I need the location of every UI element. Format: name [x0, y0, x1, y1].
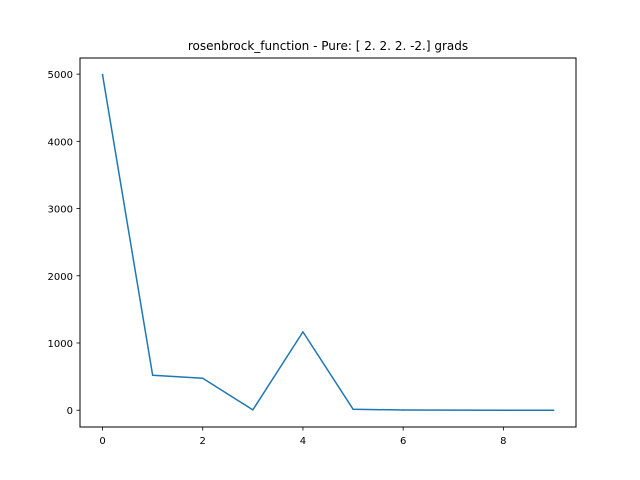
y-tick-label: 1000	[48, 339, 73, 350]
y-tick-label: 5000	[48, 70, 73, 81]
x-tick-label: 4	[300, 436, 306, 447]
series-line-0	[101, 73, 555, 411]
x-tick-label: 0	[99, 436, 105, 447]
x-tick-label: 8	[500, 436, 506, 447]
data-point	[151, 374, 154, 376]
data-point	[352, 408, 354, 410]
x-tick-label: 2	[200, 436, 206, 447]
data-point	[302, 331, 304, 333]
data-point	[402, 409, 404, 411]
y-tick-label: 0	[67, 406, 73, 417]
x-axis: 0 2 4 6 8	[99, 427, 507, 447]
data-point	[452, 409, 454, 411]
data-point	[502, 409, 505, 411]
data-point	[252, 409, 254, 411]
data-point	[101, 74, 104, 76]
y-tick-label: 4000	[48, 137, 73, 148]
axes-frame	[79, 57, 577, 428]
x-tick-label: 6	[400, 436, 406, 447]
y-axis: 0 1000 2000 3000 4000 5000	[48, 70, 80, 417]
y-tick-label: 3000	[48, 205, 73, 216]
y-tick-label: 2000	[48, 272, 73, 283]
data-point	[552, 409, 555, 411]
plot-area	[101, 73, 555, 411]
data-point	[202, 377, 204, 380]
chart-title: rosenbrock_function - Pure: [ 2. 2. 2. -…	[188, 39, 468, 53]
